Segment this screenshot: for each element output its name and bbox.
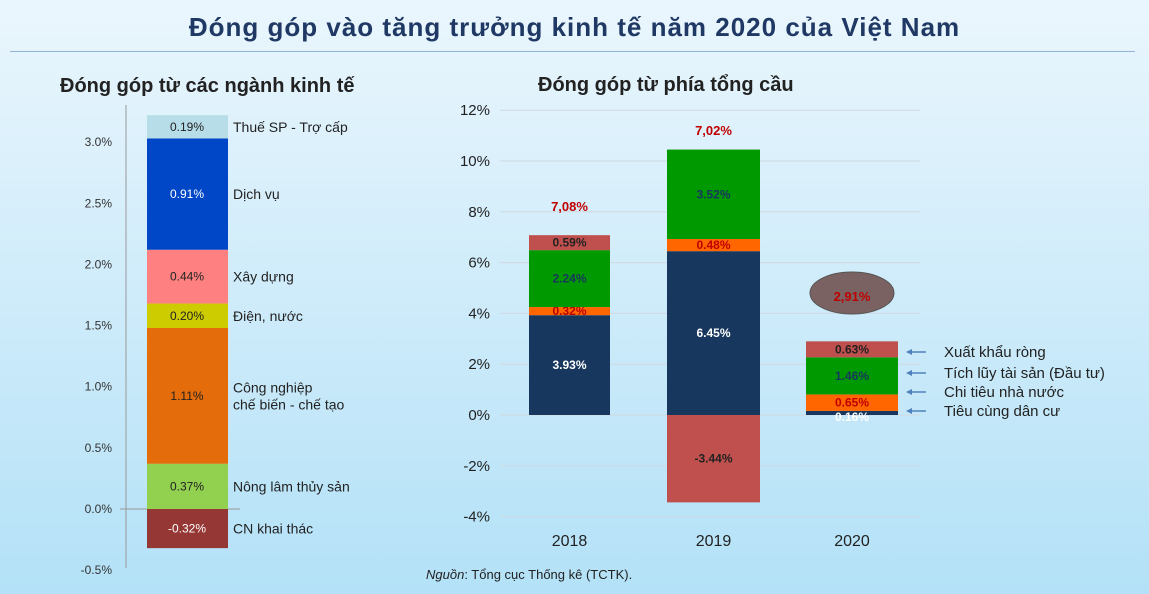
right-segment-label: -3.44%: [694, 452, 732, 466]
right-segment-label: 0.32%: [552, 304, 586, 318]
right-y-tick: -2%: [463, 458, 490, 475]
right-segment-label: 0.65%: [835, 396, 869, 410]
right-bar-segment: [806, 394, 898, 411]
left-bar-segment: [147, 463, 228, 509]
left-bar-segment: [147, 138, 228, 250]
right-y-tick: 6%: [468, 255, 490, 272]
right-bar-segment: [667, 251, 760, 415]
legend-label: Chi tiêu nhà nước: [944, 384, 1064, 401]
left-bar-segment: [147, 303, 228, 328]
title-divider: [10, 51, 1135, 52]
total-label: 2,91%: [834, 289, 871, 304]
right-bar-segment: [667, 415, 760, 503]
left-y-tick: 1.0%: [85, 380, 113, 394]
left-segment-label: -0.32%: [168, 522, 206, 536]
left-y-tick: 2.0%: [85, 257, 113, 271]
left-category-label: chế biến - chế tạo: [233, 396, 345, 412]
right-bar-segment: [667, 238, 760, 252]
total-label: 7,08%: [551, 199, 588, 214]
right-segment-label: 0.63%: [835, 342, 869, 356]
left-y-tick: -0.5%: [81, 563, 113, 577]
left-segment-label: 0.37%: [170, 479, 204, 493]
x-tick: 2018: [552, 533, 588, 550]
right-bar-segment: [529, 315, 610, 415]
left-category-label: Thuế SP - Trợ cấp: [233, 119, 348, 135]
total-label: 7,02%: [695, 123, 732, 138]
right-chart-title: Đóng góp từ phía tổng cầu: [538, 74, 794, 96]
left-bar-segment: [147, 327, 228, 464]
right-bar-segment: [529, 250, 610, 308]
source-note: Nguồn: Tổng cục Thống kê (TCTK).: [426, 567, 632, 582]
right-segment-label: 1.46%: [835, 369, 869, 383]
right-y-tick: 0%: [468, 407, 490, 424]
right-segment-label: 3.52%: [696, 187, 730, 201]
right-bar-segment: [529, 307, 610, 316]
left-y-tick: 0.5%: [85, 441, 113, 455]
right-segment-label: 6.45%: [696, 326, 730, 340]
left-category-label: Dịch vụ: [233, 186, 280, 202]
left-segment-label: 1.11%: [170, 389, 203, 403]
right-bar-segment: [529, 235, 610, 251]
left-y-tick: 1.5%: [85, 319, 113, 333]
left-category-label: CN khai thác: [233, 521, 313, 537]
page-title: Đóng góp vào tăng trưởng kinh tế năm 202…: [188, 12, 961, 42]
legend-label: Xuất khẩu ròng: [944, 344, 1046, 361]
right-bar-segment: [806, 410, 898, 415]
legend-arrowhead-icon: [906, 408, 912, 414]
left-category-label: Công nghiệp: [233, 379, 313, 395]
left-y-tick: 0.0%: [85, 502, 113, 516]
left-category-label: Nông lâm thủy sản: [233, 478, 350, 494]
left-bar-segment: [147, 115, 228, 139]
right-segment-label: 0.59%: [552, 236, 586, 250]
right-segment-label: 0.16%: [835, 410, 869, 424]
x-tick: 2020: [834, 533, 870, 550]
right-bar-segment: [806, 341, 898, 358]
left-category-label: Xây dựng: [233, 269, 294, 285]
right-bar-segment: [667, 149, 760, 239]
left-segment-label: 0.44%: [170, 270, 204, 284]
right-y-tick: 2%: [468, 356, 490, 373]
source-label: Nguồn: [426, 567, 465, 582]
legend-arrowhead-icon: [906, 349, 912, 355]
right-segment-label: 3.93%: [552, 358, 586, 372]
legend-label: Tiêu cùng dân cư: [944, 403, 1060, 420]
source-text: : Tổng cục Thống kê (TCTK).: [464, 567, 633, 582]
right-segment-label: 0.48%: [696, 238, 730, 252]
left-segment-label: 0.20%: [170, 309, 204, 323]
right-y-tick: 4%: [468, 305, 490, 322]
x-tick: 2019: [696, 533, 732, 550]
highlight-ellipse: [809, 271, 895, 315]
legend-arrowhead-icon: [906, 370, 912, 376]
left-bar-segment: [147, 509, 228, 549]
right-y-tick: 8%: [468, 204, 490, 221]
left-y-tick: 2.5%: [85, 196, 113, 210]
right-segment-label: 2.24%: [552, 272, 586, 286]
left-segment-label: 0.91%: [170, 187, 204, 201]
left-category-label: Điện, nước: [233, 308, 303, 324]
right-bar-segment: [806, 357, 898, 395]
legend-label: Tích lũy tài sản (Đầu tư): [944, 365, 1105, 382]
left-chart-title: Đóng góp từ các ngành kinh tế: [60, 75, 355, 97]
left-segment-label: 0.19%: [170, 120, 204, 134]
right-y-tick: 12%: [460, 102, 490, 119]
right-y-tick: 10%: [460, 153, 490, 170]
left-y-tick: 3.0%: [85, 135, 113, 149]
legend-arrowhead-icon: [906, 389, 912, 395]
right-y-tick: -4%: [463, 509, 490, 526]
left-bar-segment: [147, 249, 228, 304]
